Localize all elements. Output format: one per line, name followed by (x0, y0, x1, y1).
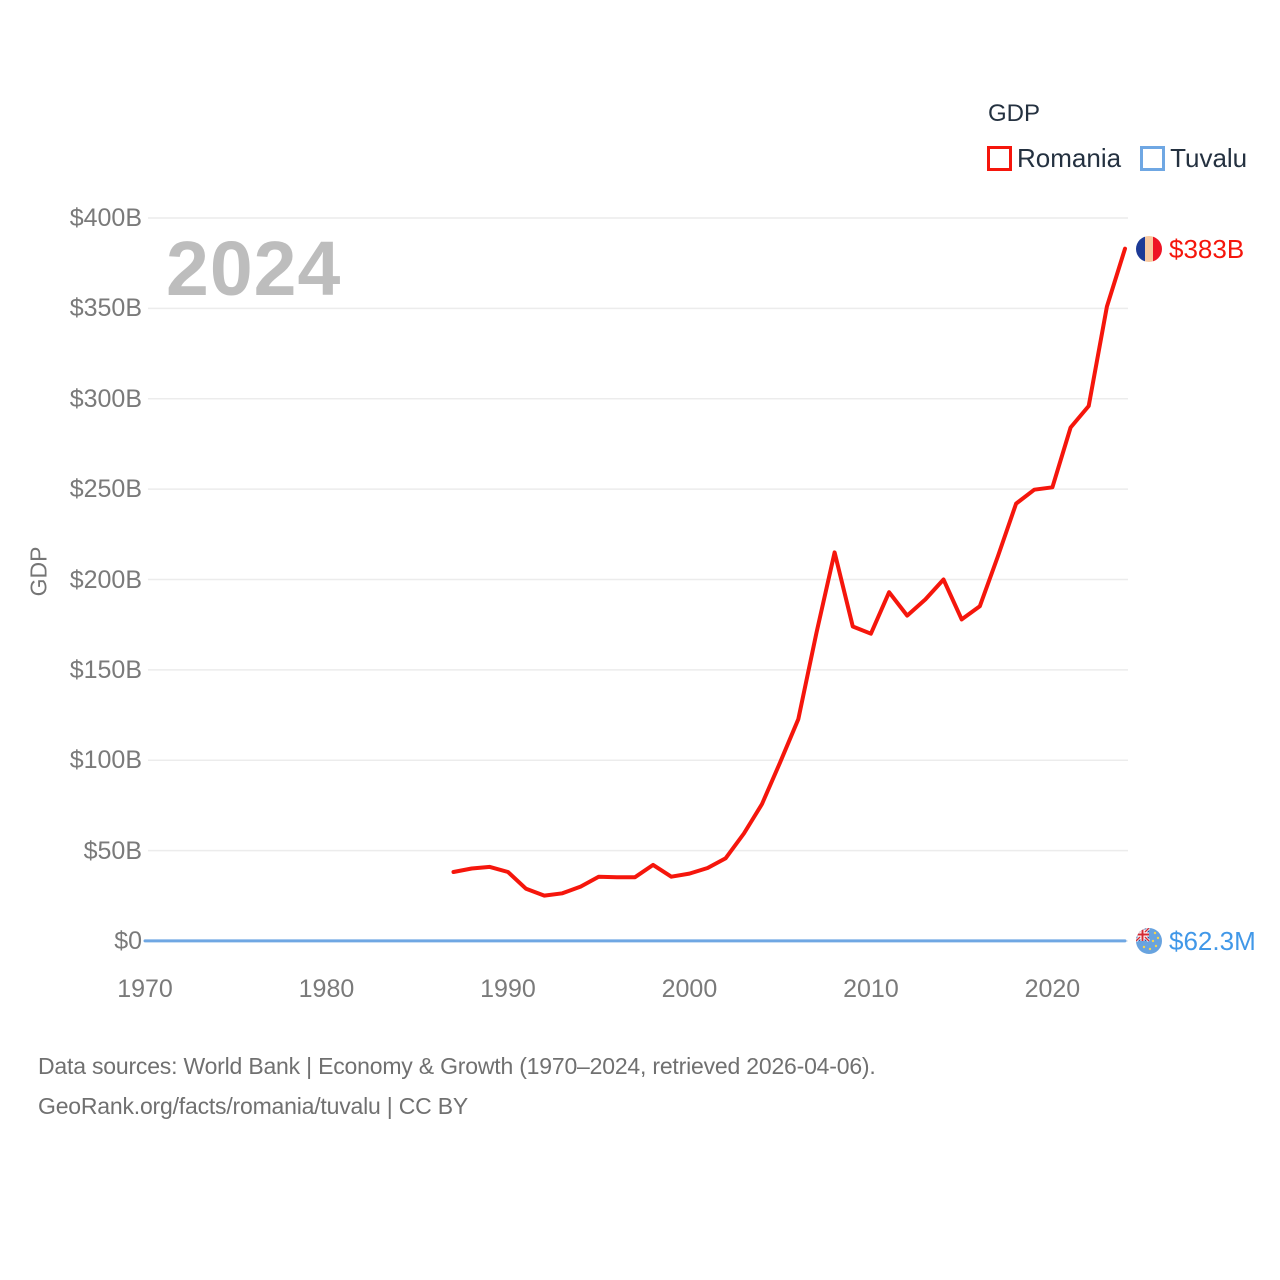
year-watermark: 2024 (166, 226, 342, 312)
legend: Romania Tuvalu (987, 143, 1247, 174)
y-tick-label: $250B (69, 475, 142, 504)
romania-series-line (451, 246, 1127, 898)
x-tick-label: 2020 (1024, 975, 1081, 1003)
x-tick-label: 2010 (843, 975, 899, 1003)
y-tick-label: $0 (114, 927, 142, 955)
y-tick-label: $200B (69, 565, 142, 594)
tuvalu-flag-icon (1136, 928, 1162, 954)
x-tick-label: 1970 (117, 975, 173, 1003)
y-tick-label: $350B (69, 294, 142, 323)
legend-label-tuvalu: Tuvalu (1170, 143, 1248, 173)
end-label-romania: $383B (1136, 236, 1244, 262)
y-tick-label: $300B (69, 384, 142, 413)
tuvalu-end-value: $62.3M (1169, 926, 1256, 956)
romania-series-swatch (987, 146, 1012, 171)
y-tick-label: $150B (69, 655, 142, 684)
legend-item-tuvalu[interactable]: Tuvalu (1140, 143, 1247, 174)
y-tick-label: $100B (69, 746, 142, 775)
y-tick-label: $50B (83, 836, 142, 865)
romania-end-value: $383B (1169, 234, 1245, 264)
attribution-line: GeoRank.org/facts/romania/tuvalu | CC BY (38, 1093, 469, 1119)
data-sources-line: Data sources: World Bank | Economy & Gro… (38, 1053, 876, 1079)
legend-title: GDP (988, 100, 1041, 127)
x-tick-label: 2000 (661, 975, 718, 1003)
x-tick-label: 1980 (298, 975, 355, 1003)
footer: Data sources: World Bank | Economy & Gro… (38, 1046, 876, 1126)
legend-item-romania[interactable]: Romania (987, 143, 1121, 174)
y-tick-label: $400B (69, 204, 142, 232)
x-tick-label: 1990 (480, 975, 536, 1003)
end-label-tuvalu: $62.3M (1136, 928, 1256, 954)
romania-flag-icon (1136, 236, 1162, 262)
tuvalu-series-swatch (1140, 146, 1166, 171)
legend-label-romania: Romania (1017, 143, 1122, 173)
